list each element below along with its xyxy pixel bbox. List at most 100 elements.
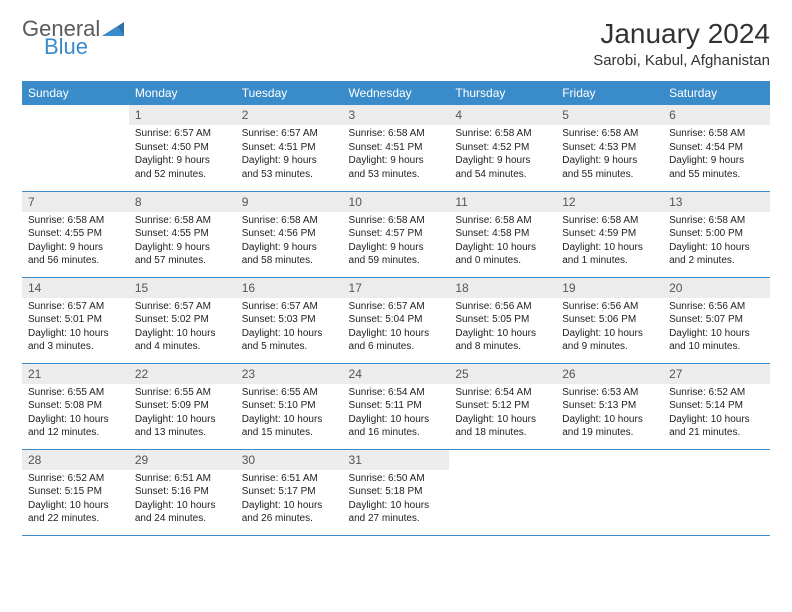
calendar-cell: 12Sunrise: 6:58 AMSunset: 4:59 PMDayligh…: [556, 191, 663, 277]
day-number: 21: [22, 364, 129, 384]
day-number: 24: [343, 364, 450, 384]
day-number: 16: [236, 278, 343, 298]
calendar-cell: 14Sunrise: 6:57 AMSunset: 5:01 PMDayligh…: [22, 277, 129, 363]
calendar-cell: 9Sunrise: 6:58 AMSunset: 4:56 PMDaylight…: [236, 191, 343, 277]
calendar-cell: 19Sunrise: 6:56 AMSunset: 5:06 PMDayligh…: [556, 277, 663, 363]
location: Sarobi, Kabul, Afghanistan: [593, 52, 770, 69]
logo-word2: Blue: [44, 36, 126, 58]
logo: General Blue: [22, 18, 126, 58]
day-number: 31: [343, 450, 450, 470]
calendar-cell: 3Sunrise: 6:58 AMSunset: 4:51 PMDaylight…: [343, 105, 450, 191]
day-number: 6: [663, 105, 770, 125]
calendar-cell: 29Sunrise: 6:51 AMSunset: 5:16 PMDayligh…: [129, 449, 236, 535]
day-details: Sunrise: 6:56 AMSunset: 5:06 PMDaylight:…: [556, 298, 663, 358]
day-number: 14: [22, 278, 129, 298]
calendar-cell: [22, 105, 129, 191]
day-number: 18: [449, 278, 556, 298]
day-details: Sunrise: 6:56 AMSunset: 5:05 PMDaylight:…: [449, 298, 556, 358]
day-details: Sunrise: 6:58 AMSunset: 4:55 PMDaylight:…: [22, 212, 129, 272]
day-details: Sunrise: 6:58 AMSunset: 4:54 PMDaylight:…: [663, 125, 770, 185]
day-details: Sunrise: 6:58 AMSunset: 4:57 PMDaylight:…: [343, 212, 450, 272]
weekday-header: Sunday: [22, 81, 129, 105]
day-number: 23: [236, 364, 343, 384]
day-number: 9: [236, 192, 343, 212]
calendar-cell: 25Sunrise: 6:54 AMSunset: 5:12 PMDayligh…: [449, 363, 556, 449]
calendar-cell: 28Sunrise: 6:52 AMSunset: 5:15 PMDayligh…: [22, 449, 129, 535]
calendar-cell: 15Sunrise: 6:57 AMSunset: 5:02 PMDayligh…: [129, 277, 236, 363]
day-details: Sunrise: 6:50 AMSunset: 5:18 PMDaylight:…: [343, 470, 450, 530]
calendar-cell: 30Sunrise: 6:51 AMSunset: 5:17 PMDayligh…: [236, 449, 343, 535]
calendar-cell: 21Sunrise: 6:55 AMSunset: 5:08 PMDayligh…: [22, 363, 129, 449]
day-details: Sunrise: 6:53 AMSunset: 5:13 PMDaylight:…: [556, 384, 663, 444]
day-details: Sunrise: 6:51 AMSunset: 5:16 PMDaylight:…: [129, 470, 236, 530]
weekday-header: Monday: [129, 81, 236, 105]
day-details: Sunrise: 6:58 AMSunset: 4:59 PMDaylight:…: [556, 212, 663, 272]
day-number: 8: [129, 192, 236, 212]
day-details: Sunrise: 6:58 AMSunset: 4:58 PMDaylight:…: [449, 212, 556, 272]
calendar-cell: 13Sunrise: 6:58 AMSunset: 5:00 PMDayligh…: [663, 191, 770, 277]
calendar-cell: 10Sunrise: 6:58 AMSunset: 4:57 PMDayligh…: [343, 191, 450, 277]
day-details: Sunrise: 6:58 AMSunset: 4:53 PMDaylight:…: [556, 125, 663, 185]
day-number: 7: [22, 192, 129, 212]
day-number: 26: [556, 364, 663, 384]
day-details: Sunrise: 6:57 AMSunset: 5:02 PMDaylight:…: [129, 298, 236, 358]
day-details: Sunrise: 6:57 AMSunset: 5:03 PMDaylight:…: [236, 298, 343, 358]
day-details: Sunrise: 6:51 AMSunset: 5:17 PMDaylight:…: [236, 470, 343, 530]
day-number: 20: [663, 278, 770, 298]
day-details: Sunrise: 6:55 AMSunset: 5:09 PMDaylight:…: [129, 384, 236, 444]
page-title: January 2024: [593, 18, 770, 50]
day-details: Sunrise: 6:54 AMSunset: 5:11 PMDaylight:…: [343, 384, 450, 444]
day-details: Sunrise: 6:58 AMSunset: 4:56 PMDaylight:…: [236, 212, 343, 272]
day-number: 27: [663, 364, 770, 384]
day-number: 10: [343, 192, 450, 212]
day-number: 2: [236, 105, 343, 125]
day-details: Sunrise: 6:52 AMSunset: 5:15 PMDaylight:…: [22, 470, 129, 530]
day-details: Sunrise: 6:56 AMSunset: 5:07 PMDaylight:…: [663, 298, 770, 358]
day-details: Sunrise: 6:57 AMSunset: 5:04 PMDaylight:…: [343, 298, 450, 358]
day-number: 22: [129, 364, 236, 384]
day-details: Sunrise: 6:55 AMSunset: 5:08 PMDaylight:…: [22, 384, 129, 444]
calendar-cell: 2Sunrise: 6:57 AMSunset: 4:51 PMDaylight…: [236, 105, 343, 191]
calendar-cell: 27Sunrise: 6:52 AMSunset: 5:14 PMDayligh…: [663, 363, 770, 449]
calendar-cell: 31Sunrise: 6:50 AMSunset: 5:18 PMDayligh…: [343, 449, 450, 535]
calendar-cell: 23Sunrise: 6:55 AMSunset: 5:10 PMDayligh…: [236, 363, 343, 449]
calendar-cell: 1Sunrise: 6:57 AMSunset: 4:50 PMDaylight…: [129, 105, 236, 191]
day-number: 30: [236, 450, 343, 470]
day-details: Sunrise: 6:57 AMSunset: 4:50 PMDaylight:…: [129, 125, 236, 185]
day-number: 15: [129, 278, 236, 298]
day-details: Sunrise: 6:52 AMSunset: 5:14 PMDaylight:…: [663, 384, 770, 444]
day-details: Sunrise: 6:58 AMSunset: 4:51 PMDaylight:…: [343, 125, 450, 185]
weekday-header: Saturday: [663, 81, 770, 105]
weekday-header: Thursday: [449, 81, 556, 105]
day-details: Sunrise: 6:57 AMSunset: 4:51 PMDaylight:…: [236, 125, 343, 185]
weekday-header: Tuesday: [236, 81, 343, 105]
calendar-cell: 24Sunrise: 6:54 AMSunset: 5:11 PMDayligh…: [343, 363, 450, 449]
day-number: 3: [343, 105, 450, 125]
weekday-header: Wednesday: [343, 81, 450, 105]
calendar-table: SundayMondayTuesdayWednesdayThursdayFrid…: [22, 81, 770, 536]
day-number: 4: [449, 105, 556, 125]
calendar-cell: [449, 449, 556, 535]
calendar-cell: [556, 449, 663, 535]
calendar-cell: 18Sunrise: 6:56 AMSunset: 5:05 PMDayligh…: [449, 277, 556, 363]
calendar-cell: 17Sunrise: 6:57 AMSunset: 5:04 PMDayligh…: [343, 277, 450, 363]
calendar-cell: 5Sunrise: 6:58 AMSunset: 4:53 PMDaylight…: [556, 105, 663, 191]
day-number: 19: [556, 278, 663, 298]
day-number: 25: [449, 364, 556, 384]
day-details: Sunrise: 6:55 AMSunset: 5:10 PMDaylight:…: [236, 384, 343, 444]
day-number: 29: [129, 450, 236, 470]
day-details: Sunrise: 6:58 AMSunset: 5:00 PMDaylight:…: [663, 212, 770, 272]
calendar-cell: 6Sunrise: 6:58 AMSunset: 4:54 PMDaylight…: [663, 105, 770, 191]
calendar-cell: 26Sunrise: 6:53 AMSunset: 5:13 PMDayligh…: [556, 363, 663, 449]
calendar-cell: 7Sunrise: 6:58 AMSunset: 4:55 PMDaylight…: [22, 191, 129, 277]
day-number: 11: [449, 192, 556, 212]
calendar-cell: 11Sunrise: 6:58 AMSunset: 4:58 PMDayligh…: [449, 191, 556, 277]
day-details: Sunrise: 6:58 AMSunset: 4:55 PMDaylight:…: [129, 212, 236, 272]
day-number: 28: [22, 450, 129, 470]
calendar-cell: 4Sunrise: 6:58 AMSunset: 4:52 PMDaylight…: [449, 105, 556, 191]
weekday-header: Friday: [556, 81, 663, 105]
day-details: Sunrise: 6:58 AMSunset: 4:52 PMDaylight:…: [449, 125, 556, 185]
calendar-cell: 20Sunrise: 6:56 AMSunset: 5:07 PMDayligh…: [663, 277, 770, 363]
calendar-cell: 8Sunrise: 6:58 AMSunset: 4:55 PMDaylight…: [129, 191, 236, 277]
day-number: 12: [556, 192, 663, 212]
